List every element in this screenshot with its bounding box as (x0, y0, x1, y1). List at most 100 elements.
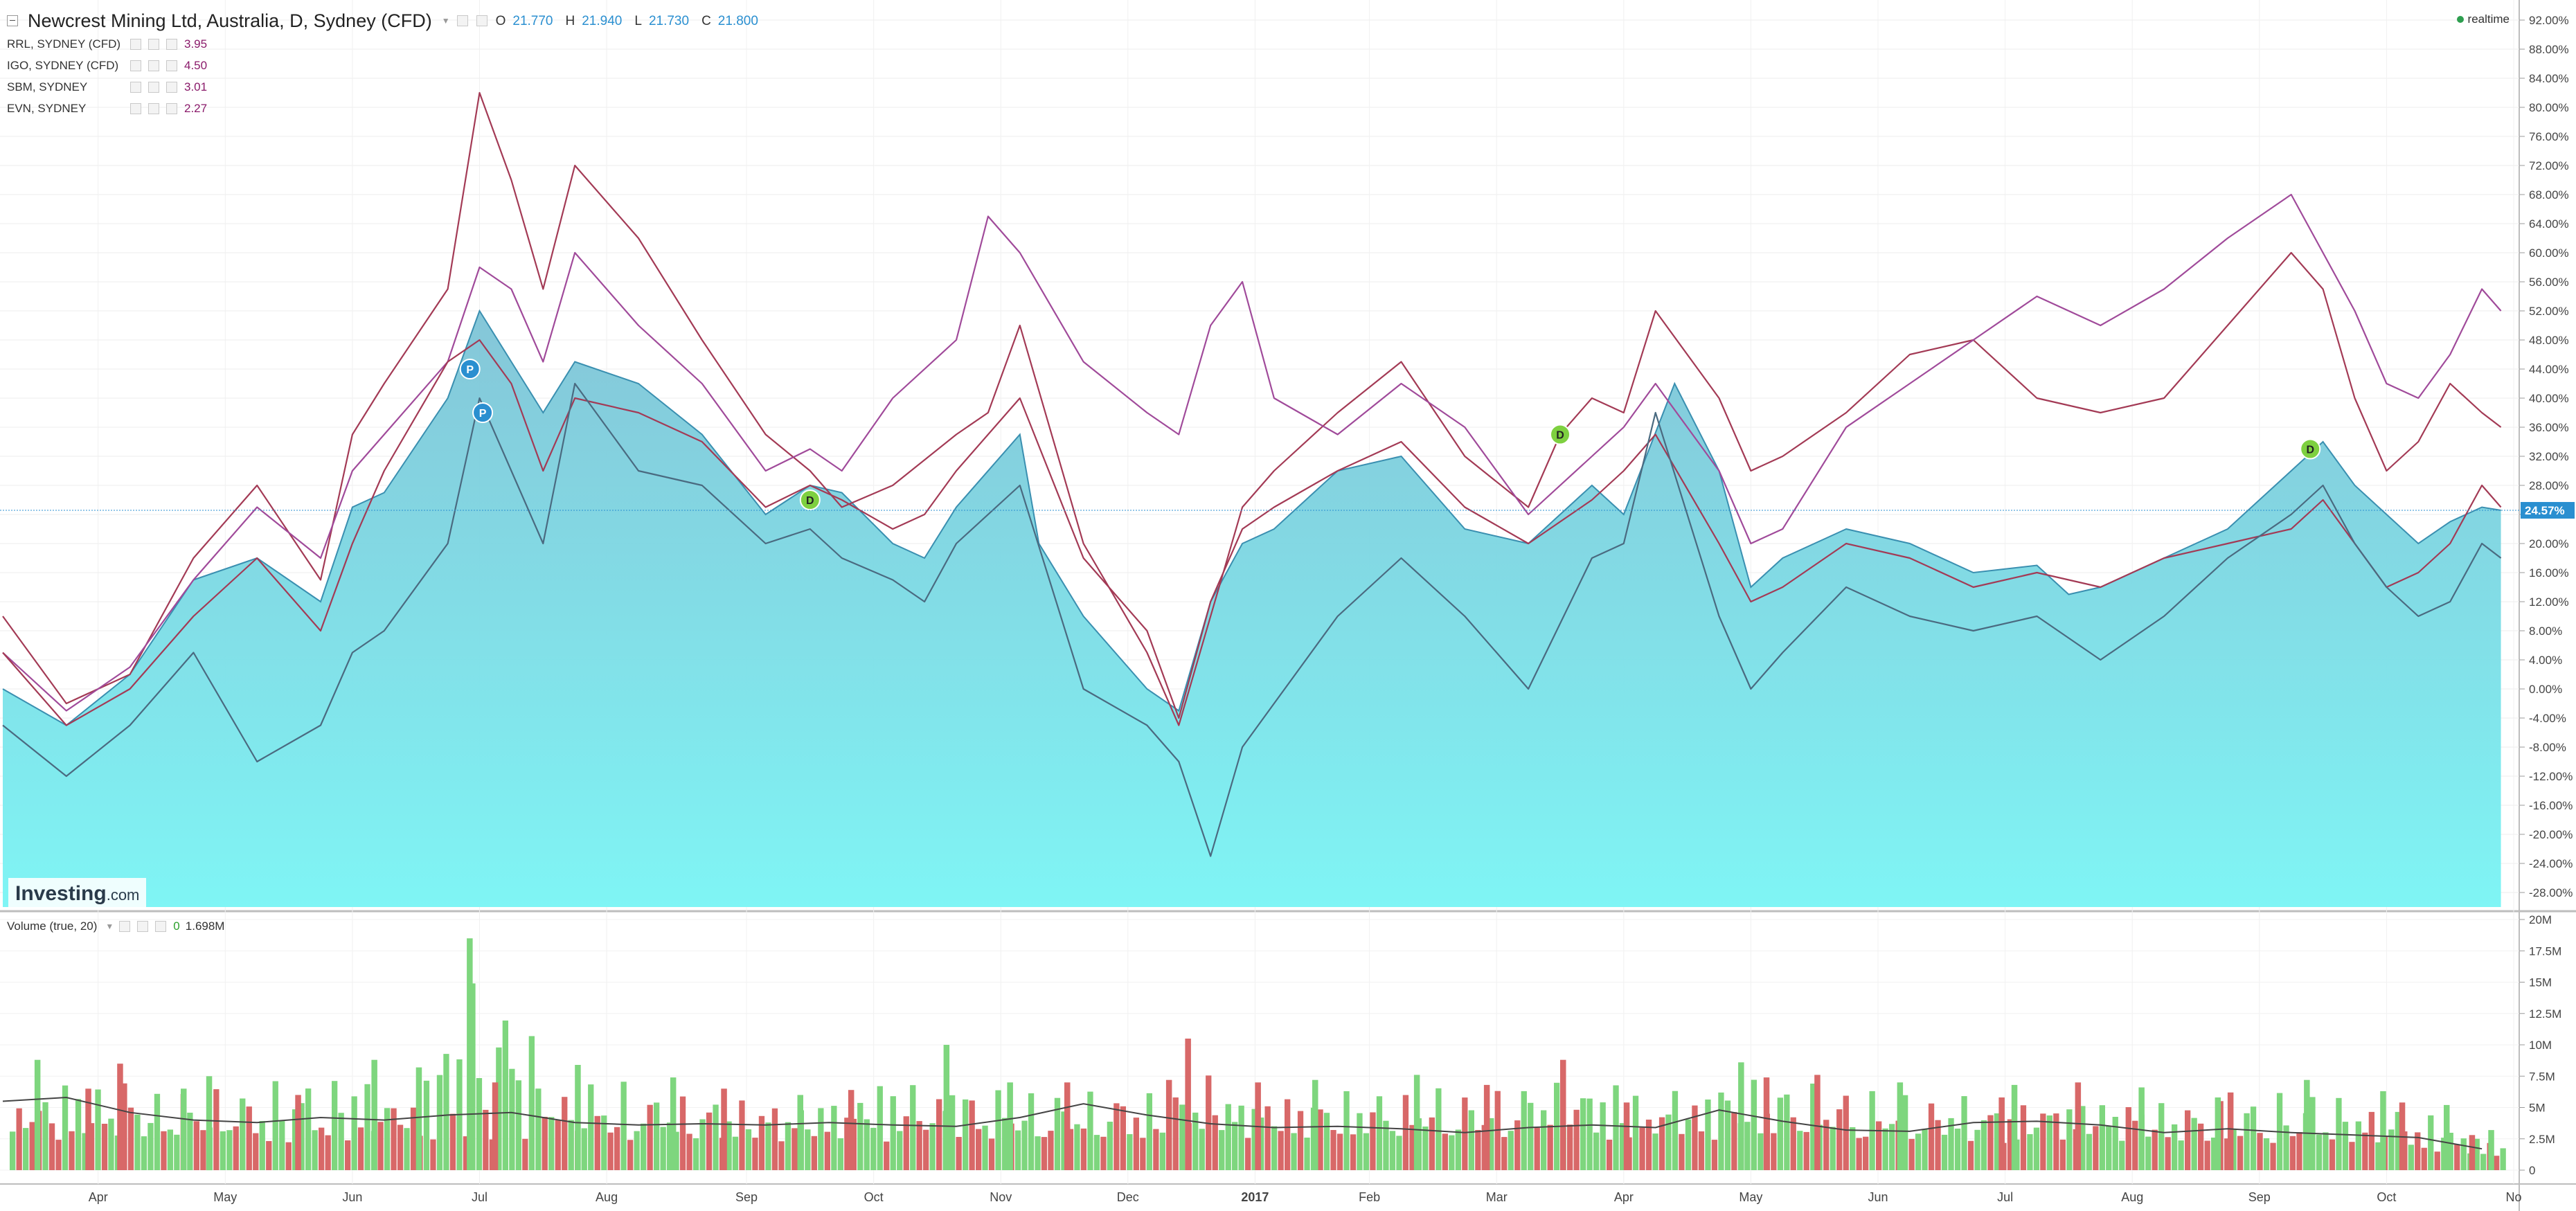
volume-bar-peak (1185, 1039, 1191, 1170)
volume-bar (1212, 1115, 1218, 1170)
comparison-legend-rrl[interactable]: RRL, SYDNEY (CFD) 3.95 (7, 33, 764, 55)
volume-bar-peak (1763, 1077, 1770, 1170)
volume-bar-peak (492, 1082, 499, 1170)
volume-bar (1140, 1138, 1146, 1170)
volume-bar (1705, 1100, 1711, 1170)
volume-bar (16, 1108, 22, 1170)
close-icon[interactable] (155, 921, 167, 932)
eye-icon[interactable] (119, 921, 131, 932)
volume-bar (1863, 1136, 1869, 1170)
volume-bar-peak (2488, 1130, 2494, 1170)
settings-icon[interactable] (476, 15, 488, 26)
y-tick-label: 68.00% (2529, 188, 2569, 201)
volume-bar (1455, 1129, 1461, 1170)
settings-icon[interactable] (148, 81, 159, 93)
volume-bar (1751, 1079, 1757, 1170)
volume-bar (1711, 1140, 1718, 1170)
volume-bar (995, 1090, 1001, 1170)
volume-bar (2145, 1136, 2152, 1170)
volume-bar (410, 1107, 417, 1170)
chevron-down-icon[interactable]: ▼ (441, 16, 450, 26)
volume-bar-peak (1560, 1059, 1566, 1170)
eye-icon[interactable] (456, 15, 468, 26)
event-label: D (1556, 430, 1564, 442)
x-tick-label: Sep (735, 1190, 758, 1204)
volume-bar (1974, 1129, 1980, 1170)
comparison-ticker: IGO, SYDNEY (CFD) (7, 59, 119, 72)
volume-bar (2132, 1120, 2138, 1170)
volume-bar (588, 1084, 594, 1170)
event-label: P (479, 408, 487, 420)
volume-bar (1199, 1129, 1205, 1170)
close-icon[interactable] (166, 81, 177, 93)
x-tick-label: May (1739, 1190, 1762, 1204)
comparison-legend-sbm[interactable]: SBM, SYDNEY 3.01 (7, 76, 764, 98)
comparison-value: 3.01 (184, 80, 208, 93)
volume-bar (641, 1123, 647, 1170)
volume-bar (1264, 1106, 1271, 1170)
volume-bar (305, 1088, 312, 1170)
volume-bar (246, 1106, 252, 1170)
volume-bar (778, 1141, 785, 1170)
volume-bar (1343, 1091, 1350, 1170)
x-tick-label: Feb (1359, 1190, 1380, 1204)
volume-bar (654, 1102, 660, 1170)
y-tick-label: 12.00% (2529, 595, 2569, 609)
settings-icon[interactable] (148, 60, 159, 71)
volume-bar (1843, 1095, 1849, 1170)
eye-icon[interactable] (130, 38, 141, 50)
close-icon[interactable] (166, 38, 177, 50)
volume-bar (1001, 1118, 1008, 1170)
settings-icon[interactable] (148, 102, 159, 114)
volume-bar (2263, 1138, 2270, 1170)
close-icon[interactable] (166, 60, 177, 71)
eye-icon[interactable] (130, 102, 141, 114)
volume-bar (936, 1099, 942, 1170)
eye-icon[interactable] (130, 60, 141, 71)
volume-bar (226, 1130, 233, 1170)
volume-bar (2474, 1138, 2480, 1170)
volume-bar (1245, 1138, 1251, 1170)
volume-bar (535, 1088, 542, 1170)
volume-bar (1323, 1113, 1330, 1170)
volume-bar (443, 1054, 449, 1170)
volume-bar (496, 1047, 502, 1170)
volume-bar (1422, 1127, 1429, 1170)
volume-bar (1291, 1133, 1297, 1170)
volume-bar (213, 1089, 220, 1170)
event-circle (472, 402, 494, 423)
volume-bar (555, 1120, 561, 1170)
volume-bar (1035, 1136, 1041, 1170)
settings-icon[interactable] (148, 38, 159, 50)
volume-ma-line (2, 1096, 2483, 1150)
volume-bar (1014, 1130, 1021, 1170)
volume-bar (2230, 1129, 2237, 1170)
investing-logo[interactable]: Investing.com (8, 878, 147, 910)
collapse-icon[interactable] (7, 15, 18, 26)
volume-bar (2086, 1133, 2092, 1170)
event-label: D (2306, 445, 2314, 456)
volume-bar (298, 1103, 305, 1170)
settings-icon[interactable] (137, 921, 149, 932)
comparison-legend-igo[interactable]: IGO, SYDNEY (CFD) 4.50 (7, 55, 764, 76)
volume-value-1: 0 (173, 920, 180, 933)
eye-icon[interactable] (130, 81, 141, 93)
close-icon[interactable] (166, 102, 177, 114)
volume-bar (1679, 1133, 1685, 1170)
volume-bar (476, 1078, 483, 1170)
volume-bar (686, 1133, 692, 1170)
volume-bar (463, 1136, 469, 1170)
volume-bar (1541, 1110, 1547, 1170)
chevron-down-icon[interactable]: ▼ (105, 922, 114, 931)
comparison-legend-evn[interactable]: EVN, SYDNEY 2.27 (7, 98, 764, 119)
volume-bar (1882, 1128, 1888, 1170)
volume-bar (1225, 1104, 1231, 1170)
volume-bar (692, 1138, 699, 1170)
volume-bar (1067, 1129, 1074, 1170)
volume-bar (884, 1141, 890, 1170)
volume-bar (332, 1081, 338, 1170)
volume-bar (1107, 1122, 1113, 1170)
events-layer[interactable]: P P D D D (459, 359, 2321, 510)
volume-bar (1665, 1114, 1672, 1170)
